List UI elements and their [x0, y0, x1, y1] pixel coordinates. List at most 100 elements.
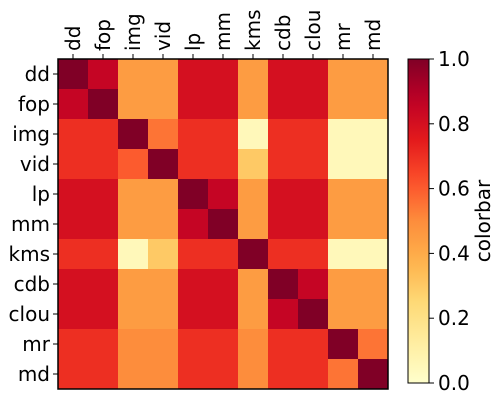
heatmap-cell-kms-cdb: [268, 239, 299, 270]
heatmap-cell-dd-img: [118, 59, 149, 90]
heatmap-cell-clou-fop: [88, 299, 119, 330]
heatmap-cell-img-cdb: [268, 119, 299, 150]
heatmap-cell-img-img: [118, 119, 149, 150]
x-tick-labels: dd fop img vid lp mm kms cdb clou mr md: [61, 10, 385, 59]
heatmap-cell-kms-vid: [148, 239, 179, 270]
heatmap-cell-fop-vid: [148, 89, 179, 120]
heatmap-cell-img-kms: [238, 119, 269, 150]
heatmap-cell-dd-mm: [208, 59, 239, 90]
colorbar-tick-label: 0.0: [438, 371, 470, 395]
heatmap-cell-dd-mr: [328, 59, 359, 90]
colorbar-tick-label: 1.0: [438, 47, 470, 71]
heatmap-cell-mm-img: [118, 209, 149, 240]
heatmap-cell-mm-fop: [88, 209, 119, 240]
heatmap-cell-lp-dd: [58, 179, 89, 210]
heatmap-cell-md-lp: [178, 359, 209, 390]
colorbar-gradient: [407, 58, 430, 384]
heatmap-cell-mm-mm: [208, 209, 239, 240]
y-tick-label: img: [12, 122, 50, 146]
heatmap-cell-fop-clou: [298, 89, 329, 120]
colorbar: 0.0 0.2 0.4 0.6 0.8 1.0 colorbar: [407, 47, 495, 395]
heatmap-cell-dd-dd: [58, 59, 89, 90]
heatmap-cell-cdb-vid: [148, 269, 179, 300]
heatmap-cell-mm-vid: [148, 209, 179, 240]
heatmap-cell-fop-cdb: [268, 89, 299, 120]
heatmap-cell-mr-vid: [148, 329, 179, 360]
heatmap-cell-lp-mr: [328, 179, 359, 210]
x-tick-label: cdb: [271, 15, 295, 51]
x-tick-label: fop: [91, 19, 115, 51]
heatmap-cell-clou-kms: [238, 299, 269, 330]
x-tick-label: clou: [301, 10, 325, 51]
x-tick-label: mr: [331, 23, 355, 51]
heatmap-cell-vid-md: [358, 149, 389, 180]
heatmap-cell-dd-vid: [148, 59, 179, 90]
heatmap-cell-mr-md: [358, 329, 389, 360]
heatmap-cell-clou-mr: [328, 299, 359, 330]
x-tick-label: mm: [211, 12, 235, 51]
heatmap-cell-cdb-clou: [298, 269, 329, 300]
heatmap-cell-kms-clou: [298, 239, 329, 270]
colorbar-tick-label: 0.8: [438, 112, 470, 136]
heatmap-cell-mr-dd: [58, 329, 89, 360]
heatmap-cell-vid-mm: [208, 149, 239, 180]
heatmap-cell-md-clou: [298, 359, 329, 390]
heatmap-cell-img-vid: [148, 119, 179, 150]
heatmap-cell-md-fop: [88, 359, 119, 390]
heatmap-cell-clou-img: [118, 299, 149, 330]
heatmap-cell-mm-md: [358, 209, 389, 240]
x-tick-label: img: [121, 13, 145, 51]
y-tick-label: mr: [22, 332, 50, 356]
heatmap-cell-vid-cdb: [268, 149, 299, 180]
heatmap-cell-img-clou: [298, 119, 329, 150]
heatmap-cell-vid-kms: [238, 149, 269, 180]
heatmap-cell-clou-clou: [298, 299, 329, 330]
heatmap-cell-cdb-dd: [58, 269, 89, 300]
heatmap-cell-kms-img: [118, 239, 149, 270]
y-tick-label: fop: [18, 92, 50, 116]
y-tick-label: dd: [25, 62, 50, 86]
heatmap-cell-vid-lp: [178, 149, 209, 180]
heatmap-cell-md-img: [118, 359, 149, 390]
heatmap-cell-cdb-kms: [238, 269, 269, 300]
heatmap-cell-vid-img: [118, 149, 149, 180]
colorbar-ticks: 0.0 0.2 0.4 0.6 0.8 1.0: [429, 47, 470, 395]
heatmap-cell-mm-clou: [298, 209, 329, 240]
heatmap-cell-mr-img: [118, 329, 149, 360]
heatmap-cell-dd-fop: [88, 59, 119, 90]
heatmap-cell-md-kms: [238, 359, 269, 390]
heatmap-cell-lp-img: [118, 179, 149, 210]
heatmap-cell-cdb-cdb: [268, 269, 299, 300]
heatmap-cell-fop-kms: [238, 89, 269, 120]
heatmap-cell-vid-dd: [58, 149, 89, 180]
heatmap-cell-clou-md: [358, 299, 389, 330]
x-tick-label: kms: [241, 10, 265, 51]
heatmap-cell-cdb-md: [358, 269, 389, 300]
colorbar-label: colorbar: [471, 179, 495, 262]
heatmap-cell-cdb-img: [118, 269, 149, 300]
heatmap-cell-fop-mr: [328, 89, 359, 120]
heatmap-cell-img-mr: [328, 119, 359, 150]
heatmap-cell-clou-dd: [58, 299, 89, 330]
heatmap-cell-lp-kms: [238, 179, 269, 210]
heatmap-cell-kms-fop: [88, 239, 119, 270]
heatmap-cell-lp-fop: [88, 179, 119, 210]
heatmap-cell-img-mm: [208, 119, 239, 150]
heatmap-cell-mm-dd: [58, 209, 89, 240]
heatmap-cell-clou-cdb: [268, 299, 299, 330]
heatmap-cell-kms-dd: [58, 239, 89, 270]
heatmap-cell-kms-lp: [178, 239, 209, 270]
heatmap-cell-mm-kms: [238, 209, 269, 240]
heatmap-cell-lp-clou: [298, 179, 329, 210]
heatmap-cell-fop-img: [118, 89, 149, 120]
heatmap-cell-mr-kms: [238, 329, 269, 360]
heatmap-cell-md-mr: [328, 359, 359, 390]
y-tick-label: mm: [11, 212, 50, 236]
x-tick-label: lp: [181, 33, 205, 51]
heatmap-cell-fop-md: [358, 89, 389, 120]
heatmap-cell-fop-mm: [208, 89, 239, 120]
heatmap-cell-cdb-fop: [88, 269, 119, 300]
y-tick-label: cdb: [14, 272, 50, 296]
heatmap-cell-lp-cdb: [268, 179, 299, 210]
